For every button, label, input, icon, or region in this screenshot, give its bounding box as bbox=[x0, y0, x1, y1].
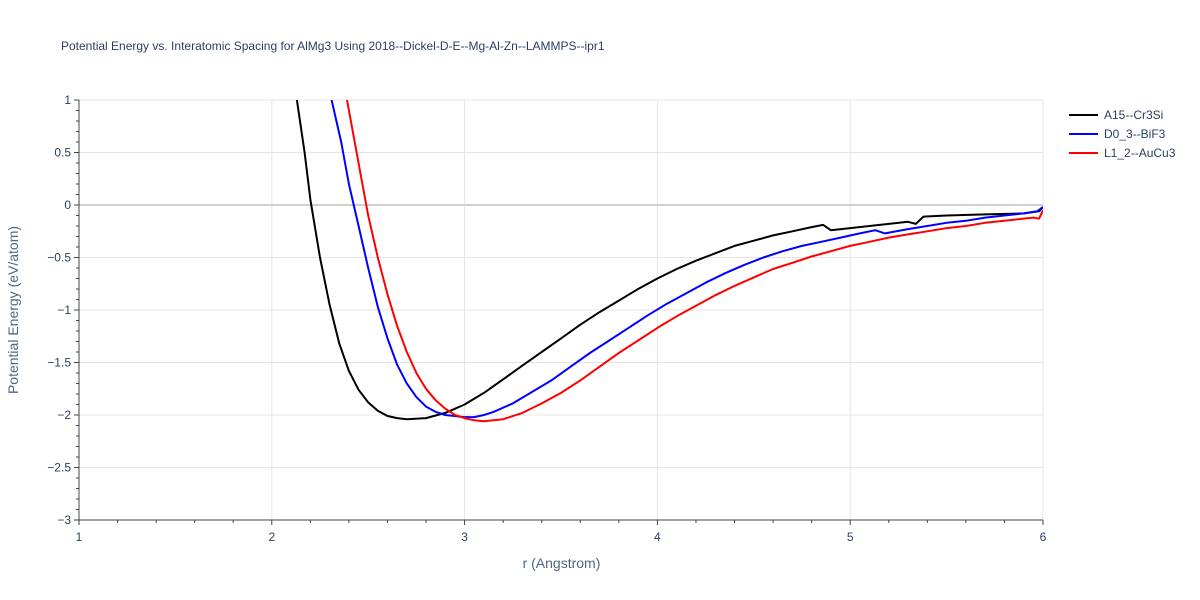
series-line-0 bbox=[295, 100, 1043, 421]
y-tick-label-3: −0.5 bbox=[47, 251, 71, 265]
legend-item-2[interactable]: L1_2--AuCu3 bbox=[1069, 146, 1176, 160]
legend-item-0[interactable]: A15--Cr3Si bbox=[1069, 108, 1163, 122]
legend: A15--Cr3Si D0_3--BiF3 L1_2--AuCu3 bbox=[1069, 108, 1176, 160]
y-tick-label-8: −3 bbox=[57, 513, 71, 527]
y-tick-labels: 1 0.5 0 −0.5 −1 −1.5 −2 −2.5 −3 bbox=[47, 93, 71, 527]
x-tick-label-3: 4 bbox=[654, 530, 661, 544]
y-tick-label-1: 0.5 bbox=[54, 146, 71, 160]
series-line-1 bbox=[330, 100, 1043, 419]
y-tick-label-5: −1.5 bbox=[47, 356, 71, 370]
y-tick-label-0: 1 bbox=[64, 93, 71, 107]
y-tick-label-4: −1 bbox=[57, 303, 71, 317]
x-axis-title: r (Angstrom) bbox=[523, 555, 601, 571]
legend-label-2: L1_2--AuCu3 bbox=[1104, 146, 1176, 160]
x-tick-label-0: 1 bbox=[76, 530, 83, 544]
x-tick-labels: 1 2 3 4 5 6 bbox=[76, 530, 1047, 544]
y-tick-label-2: 0 bbox=[64, 198, 71, 212]
y-axis-title: Potential Energy (eV/atom) bbox=[5, 226, 21, 394]
axes bbox=[74, 99, 1044, 525]
y-tick-label-7: −2.5 bbox=[47, 461, 71, 475]
series-line-2 bbox=[346, 100, 1043, 423]
x-tick-label-4: 5 bbox=[847, 530, 854, 544]
y-tick-label-6: −2 bbox=[57, 408, 71, 422]
legend-label-1: D0_3--BiF3 bbox=[1104, 127, 1166, 141]
x-tick-label-1: 2 bbox=[268, 530, 275, 544]
legend-label-0: A15--Cr3Si bbox=[1104, 108, 1163, 122]
plot-series bbox=[295, 100, 1043, 423]
x-tick-label-2: 3 bbox=[461, 530, 468, 544]
chart-title: Potential Energy vs. Interatomic Spacing… bbox=[61, 39, 605, 53]
x-tick-label-5: 6 bbox=[1040, 530, 1047, 544]
grid-lines bbox=[78, 99, 1044, 521]
legend-item-1[interactable]: D0_3--BiF3 bbox=[1069, 127, 1166, 141]
